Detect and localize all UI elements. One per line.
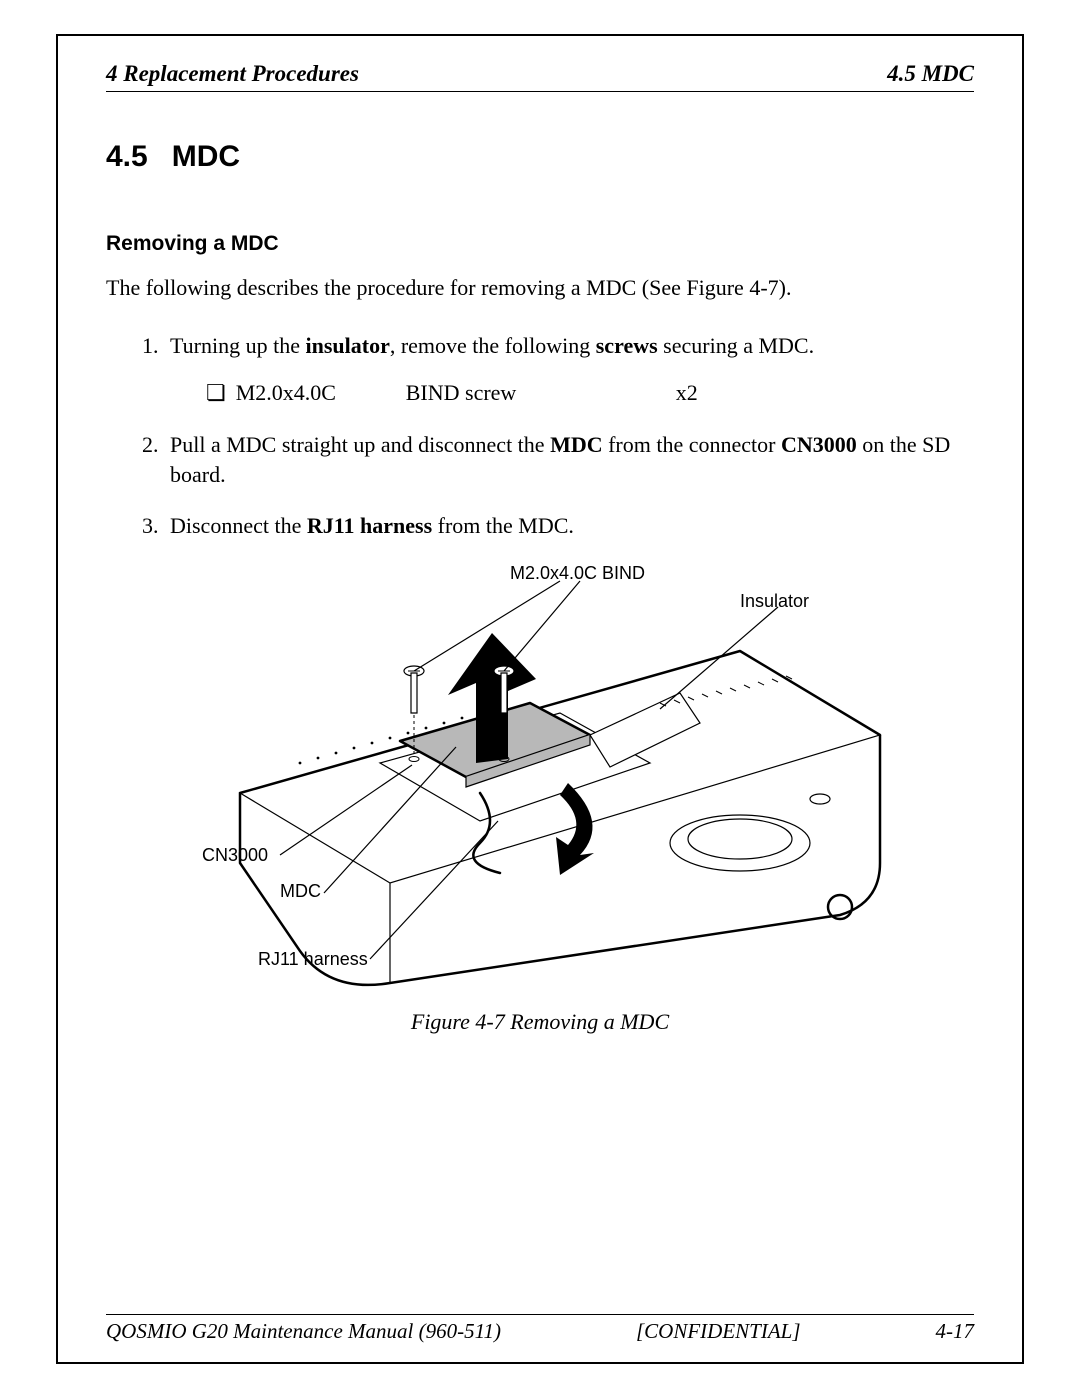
header-rule — [106, 91, 974, 92]
page-footer: QOSMIO G20 Maintenance Manual (960-511) … — [106, 1314, 974, 1344]
step-number: 3. — [142, 511, 159, 541]
header-right: 4.5 MDC — [887, 61, 974, 87]
figure-callout-mdc: MDC — [280, 881, 321, 902]
figure-callout-insulator: Insulator — [740, 591, 809, 612]
screw-qty: x2 — [676, 378, 698, 408]
footer-right: 4-17 — [936, 1319, 975, 1344]
intro-text: The following describes the procedure fo… — [106, 274, 974, 303]
header-left: 4 Replacement Procedures — [106, 61, 359, 87]
step-text: Pull a MDC straight up and disconnect th… — [170, 432, 950, 487]
page-frame: 4 Replacement Procedures 4.5 MDC 4.5MDC … — [56, 34, 1024, 1364]
footer-rule — [106, 1314, 974, 1315]
page-header: 4 Replacement Procedures 4.5 MDC — [106, 61, 974, 87]
figure: M2.0x4.0C BIND Insulator CN3000 MDC RJ11 har… — [180, 563, 900, 1003]
step-item: 2. Pull a MDC straight up and disconnect … — [142, 430, 974, 489]
step-number: 2. — [142, 430, 159, 460]
step-text: Disconnect the RJ11 harness from the MDC… — [170, 513, 574, 538]
figure-callout-rj11: RJ11 harness — [258, 949, 368, 970]
step-item: 1. Turning up the insulator, remove the f… — [142, 331, 974, 408]
section-title: 4.5 MDC — [106, 140, 974, 174]
checkbox-icon: ❏ — [206, 382, 226, 404]
figure-callout-cn3000: CN3000 — [202, 845, 268, 866]
figure-caption: Figure 4-7 Removing a MDC — [106, 1009, 974, 1035]
figure-callout-bind: M2.0x4.0C BIND — [510, 563, 645, 584]
figure-svg — [180, 563, 900, 1003]
subsection-title: Removing a MDC — [106, 232, 974, 256]
section-name: MDC — [172, 140, 240, 173]
footer-center: [CONFIDENTIAL] — [636, 1319, 801, 1344]
step-item: 3. Disconnect the RJ11 harness from the M… — [142, 511, 974, 541]
section-number: 4.5 — [106, 140, 148, 173]
steps-list: 1. Turning up the insulator, remove the f… — [106, 331, 974, 541]
footer-left: QOSMIO G20 Maintenance Manual (960-511) — [106, 1319, 501, 1344]
step-text: Turning up the insulator, remove the fol… — [170, 333, 814, 358]
step-number: 1. — [142, 331, 159, 361]
screw-spec: M2.0x4.0C — [236, 378, 406, 408]
screw-line: ❏ M2.0x4.0CBIND screwx2 — [170, 378, 974, 408]
screw-type: BIND screw — [406, 378, 676, 408]
